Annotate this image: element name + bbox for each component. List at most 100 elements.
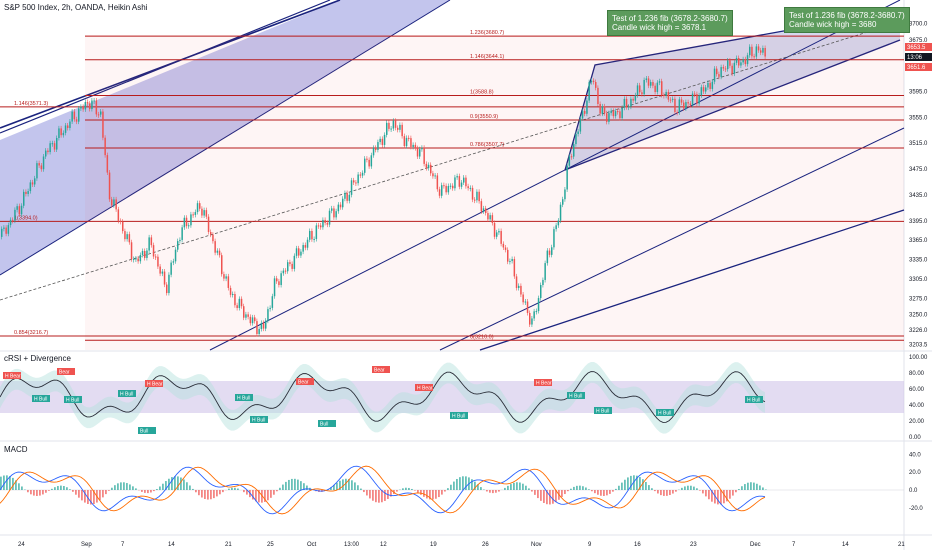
- time-tick-label: 13:00: [344, 542, 360, 548]
- time-tick-label: Sep: [81, 542, 92, 548]
- candle: [130, 242, 133, 260]
- macd-histogram-bar: [441, 490, 443, 495]
- macd-histogram-bar: [228, 488, 230, 490]
- candle: [683, 102, 685, 109]
- divergence-label: [57, 368, 75, 375]
- macd-histogram-bar: [204, 490, 206, 499]
- fib-label: 0.9(3550.9): [470, 114, 498, 120]
- candle: [60, 128, 62, 136]
- candle: [38, 163, 40, 166]
- macd-histogram-bar: [708, 490, 710, 500]
- candle: [348, 194, 351, 201]
- price-tick-label: 3335.0: [909, 258, 928, 264]
- candle: [610, 110, 612, 114]
- candle: [280, 273, 282, 285]
- candle: [535, 311, 538, 313]
- macd-histogram-bar: [162, 483, 164, 490]
- fib-label: 0.786(3507.7): [470, 142, 504, 148]
- candle: [311, 230, 313, 240]
- macd-histogram-bar: [234, 487, 236, 490]
- candle: [687, 102, 689, 104]
- candle: [707, 82, 709, 88]
- candle: [537, 298, 540, 312]
- macd-histogram-bar: [630, 475, 632, 490]
- candle: [599, 103, 601, 114]
- candle: [557, 220, 560, 226]
- candle: [548, 250, 551, 255]
- price-tick-label: 3700.0: [909, 22, 928, 28]
- candle: [291, 263, 293, 269]
- macd-histogram-bar: [30, 490, 32, 495]
- candle: [685, 102, 687, 109]
- macd-histogram-bar: [696, 488, 698, 490]
- candle: [124, 231, 126, 240]
- candle: [27, 191, 29, 194]
- macd-histogram-bar: [663, 490, 665, 496]
- candle: [713, 68, 716, 82]
- macd-histogram-bar: [732, 490, 734, 496]
- macd-histogram-bar: [420, 490, 422, 495]
- candle: [71, 111, 73, 122]
- candle: [691, 93, 694, 106]
- candle: [256, 321, 258, 334]
- fib-label: 1(3588.8): [470, 90, 494, 96]
- time-tick-label: 25: [267, 542, 274, 548]
- macd-histogram-bar: [741, 486, 743, 490]
- candle: [478, 191, 480, 202]
- macd-histogram-bar: [93, 490, 95, 504]
- candle: [452, 185, 454, 189]
- candle: [82, 106, 84, 110]
- divergence-label-text: H Bull: [120, 392, 133, 398]
- candle: [89, 103, 91, 110]
- candle: [36, 163, 38, 179]
- candle: [185, 217, 188, 227]
- macd-histogram-bar: [237, 488, 239, 490]
- candle: [229, 287, 232, 295]
- candle: [531, 318, 533, 325]
- candle: [135, 258, 137, 260]
- candle: [476, 191, 478, 201]
- macd-histogram-bar: [654, 490, 656, 492]
- candle: [401, 124, 403, 137]
- candle: [62, 132, 65, 136]
- macd-histogram-bar: [627, 477, 629, 490]
- candle: [113, 199, 115, 206]
- time-tick-label: 14: [842, 542, 849, 548]
- macd-histogram-bar: [141, 490, 143, 492]
- macd-histogram-bar: [636, 475, 638, 490]
- candle: [249, 316, 252, 324]
- candle: [449, 185, 452, 187]
- macd-histogram-bar: [624, 479, 626, 490]
- divergence-label: [145, 380, 163, 387]
- candle: [326, 222, 329, 225]
- macd-histogram-bar: [357, 485, 359, 490]
- macd-histogram-bar: [720, 490, 722, 505]
- macd-histogram-bar: [183, 479, 185, 490]
- candle: [370, 155, 373, 167]
- macd-histogram-bar: [261, 490, 263, 503]
- candle: [337, 204, 340, 212]
- macd-histogram-bar: [612, 490, 614, 492]
- macd-histogram-bar: [15, 480, 17, 490]
- candle: [223, 274, 225, 279]
- candle: [262, 322, 265, 329]
- macd-histogram-bar: [81, 490, 83, 501]
- macd-histogram-bar: [645, 481, 647, 490]
- macd-histogram-bar: [405, 487, 407, 490]
- candle: [78, 108, 80, 122]
- candle: [271, 296, 274, 308]
- macd-histogram-bar: [156, 489, 158, 490]
- candle: [667, 91, 670, 100]
- candle: [111, 199, 113, 206]
- macd-histogram-bar: [270, 490, 272, 498]
- macd-histogram-bar: [33, 490, 35, 496]
- candle: [672, 98, 674, 100]
- macd-histogram-bar: [474, 481, 476, 490]
- candle: [696, 94, 698, 104]
- candle: [298, 248, 300, 256]
- candle: [720, 67, 722, 77]
- macd-histogram-bar: [66, 487, 68, 490]
- candle: [738, 57, 740, 66]
